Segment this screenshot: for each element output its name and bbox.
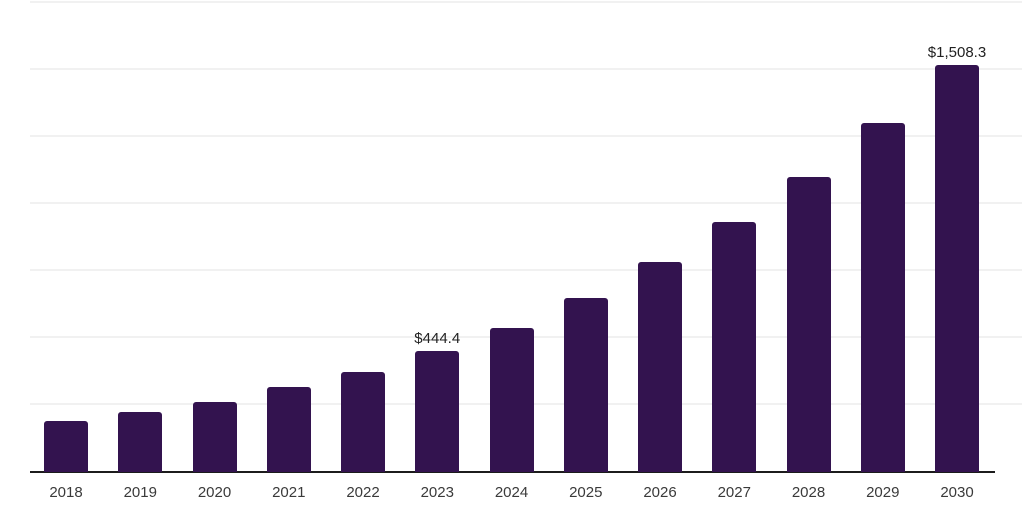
- bar-2027: [712, 222, 757, 472]
- bar-2021: [266, 387, 311, 472]
- x-tick-2028: 2028: [791, 484, 826, 501]
- x-tick-2020: 2020: [197, 484, 232, 501]
- x-tick-2022: 2022: [346, 484, 380, 501]
- gridline-1000: [30, 201, 1022, 204]
- bar-2019: [118, 411, 163, 472]
- bar-2030: [935, 65, 979, 472]
- bar-2029: [860, 123, 905, 472]
- gridline-750: [30, 268, 1022, 271]
- bar-2020: [192, 401, 237, 472]
- bar-2028: [786, 177, 831, 472]
- value-label-2030: $1,508.3: [927, 44, 987, 62]
- gridline-1500: [30, 67, 1022, 70]
- bar-2023: [415, 350, 460, 472]
- gridline-1750: [30, 0, 1022, 3]
- x-axis-line: [30, 471, 995, 473]
- x-tick-2018: 2018: [49, 484, 83, 501]
- x-tick-2021: 2021: [272, 484, 306, 501]
- x-tick-2023: 2023: [420, 484, 454, 501]
- x-tick-2029: 2029: [866, 484, 900, 501]
- x-tick-2024: 2024: [494, 484, 529, 501]
- value-label-2023: $444.4: [414, 329, 461, 347]
- x-tick-2026: 2026: [643, 484, 677, 501]
- bar-2025: [563, 298, 608, 472]
- bar-2018: [44, 421, 88, 472]
- gridline-1250: [30, 134, 1022, 137]
- bar-2022: [341, 371, 385, 472]
- bar-2026: [638, 262, 682, 472]
- x-tick-2025: 2025: [569, 484, 603, 501]
- x-tick-2027: 2027: [717, 484, 751, 501]
- bar-2024: [489, 328, 534, 472]
- x-tick-2030: 2030: [940, 484, 974, 501]
- x-tick-2019: 2019: [123, 484, 157, 501]
